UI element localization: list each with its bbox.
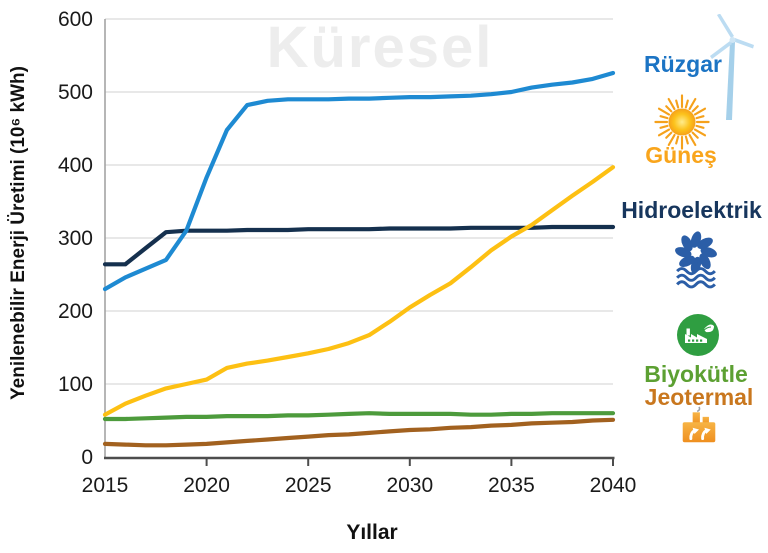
x-tick-label: 2040 bbox=[590, 474, 637, 497]
series-line-Güneş bbox=[102, 165, 616, 417]
y-tick-label: 200 bbox=[58, 300, 93, 323]
sun-ray bbox=[693, 107, 707, 116]
sun-ray bbox=[695, 124, 705, 129]
sun-ray bbox=[675, 99, 680, 109]
sun-ray bbox=[667, 133, 676, 147]
sun-ray bbox=[695, 115, 705, 120]
y-tick-label: 100 bbox=[58, 373, 93, 396]
biomass-icon bbox=[677, 314, 719, 356]
y-tick-label: 600 bbox=[58, 8, 93, 31]
sun-ray bbox=[675, 135, 680, 145]
sun-ray bbox=[667, 97, 676, 111]
series-line-Rüzgar bbox=[102, 70, 616, 292]
series-line-Jeotermal bbox=[102, 417, 616, 448]
hydro-turbine-icon bbox=[675, 231, 717, 289]
sun-ray bbox=[684, 99, 689, 109]
y-axis-title: Yenilenebilir Enerji Üretimi (10⁶ kWh) bbox=[8, 66, 29, 400]
sun-ray bbox=[657, 128, 671, 137]
sun-ray bbox=[657, 107, 671, 116]
x-tick-label: 2025 bbox=[285, 474, 332, 497]
series-line-Biyokütle bbox=[102, 411, 616, 422]
sun-ray bbox=[659, 124, 669, 129]
x-tick-label: 2015 bbox=[82, 474, 129, 497]
sun-rays bbox=[654, 94, 710, 150]
sun-ray bbox=[693, 128, 707, 137]
series-line-Hidroelektrik bbox=[102, 224, 616, 267]
water-waves bbox=[676, 267, 716, 289]
turbine-wheel bbox=[675, 231, 717, 274]
sun-ray bbox=[688, 133, 697, 147]
sun-ray bbox=[659, 115, 669, 120]
legend-label-gunes: Güneş bbox=[645, 142, 717, 168]
sun-ray bbox=[691, 131, 699, 139]
sun-ray bbox=[665, 105, 673, 113]
legend-label-biyokutle: Biyokütle bbox=[644, 361, 748, 387]
legend-label-jeotermal: Jeotermal bbox=[644, 384, 754, 410]
y-tick-label: 0 bbox=[81, 446, 93, 469]
sun-ray bbox=[688, 97, 697, 111]
y-tick-label: 300 bbox=[58, 227, 93, 250]
x-tick-label: 2030 bbox=[386, 474, 433, 497]
legend-label-hidroelektrik: Hidroelektrik bbox=[621, 197, 762, 223]
sun-ray bbox=[665, 131, 673, 139]
sun-icon bbox=[654, 94, 710, 150]
sun-ray bbox=[684, 135, 689, 145]
wind-turbine-icon bbox=[710, 14, 754, 120]
legend-label-ruzgar: Rüzgar bbox=[644, 51, 722, 77]
watermark-text: Küresel bbox=[266, 15, 494, 80]
x-tick-label: 2020 bbox=[183, 474, 230, 497]
x-axis-title: Yıllar bbox=[346, 521, 398, 544]
y-tick-label: 400 bbox=[58, 154, 93, 177]
legend: Rüzgar Güneş Hidroelektrik bbox=[615, 0, 768, 553]
geothermal-icon bbox=[682, 406, 716, 443]
y-tick-label: 500 bbox=[58, 81, 93, 104]
x-tick-label: 2035 bbox=[488, 474, 535, 497]
sun-ray bbox=[691, 105, 699, 113]
